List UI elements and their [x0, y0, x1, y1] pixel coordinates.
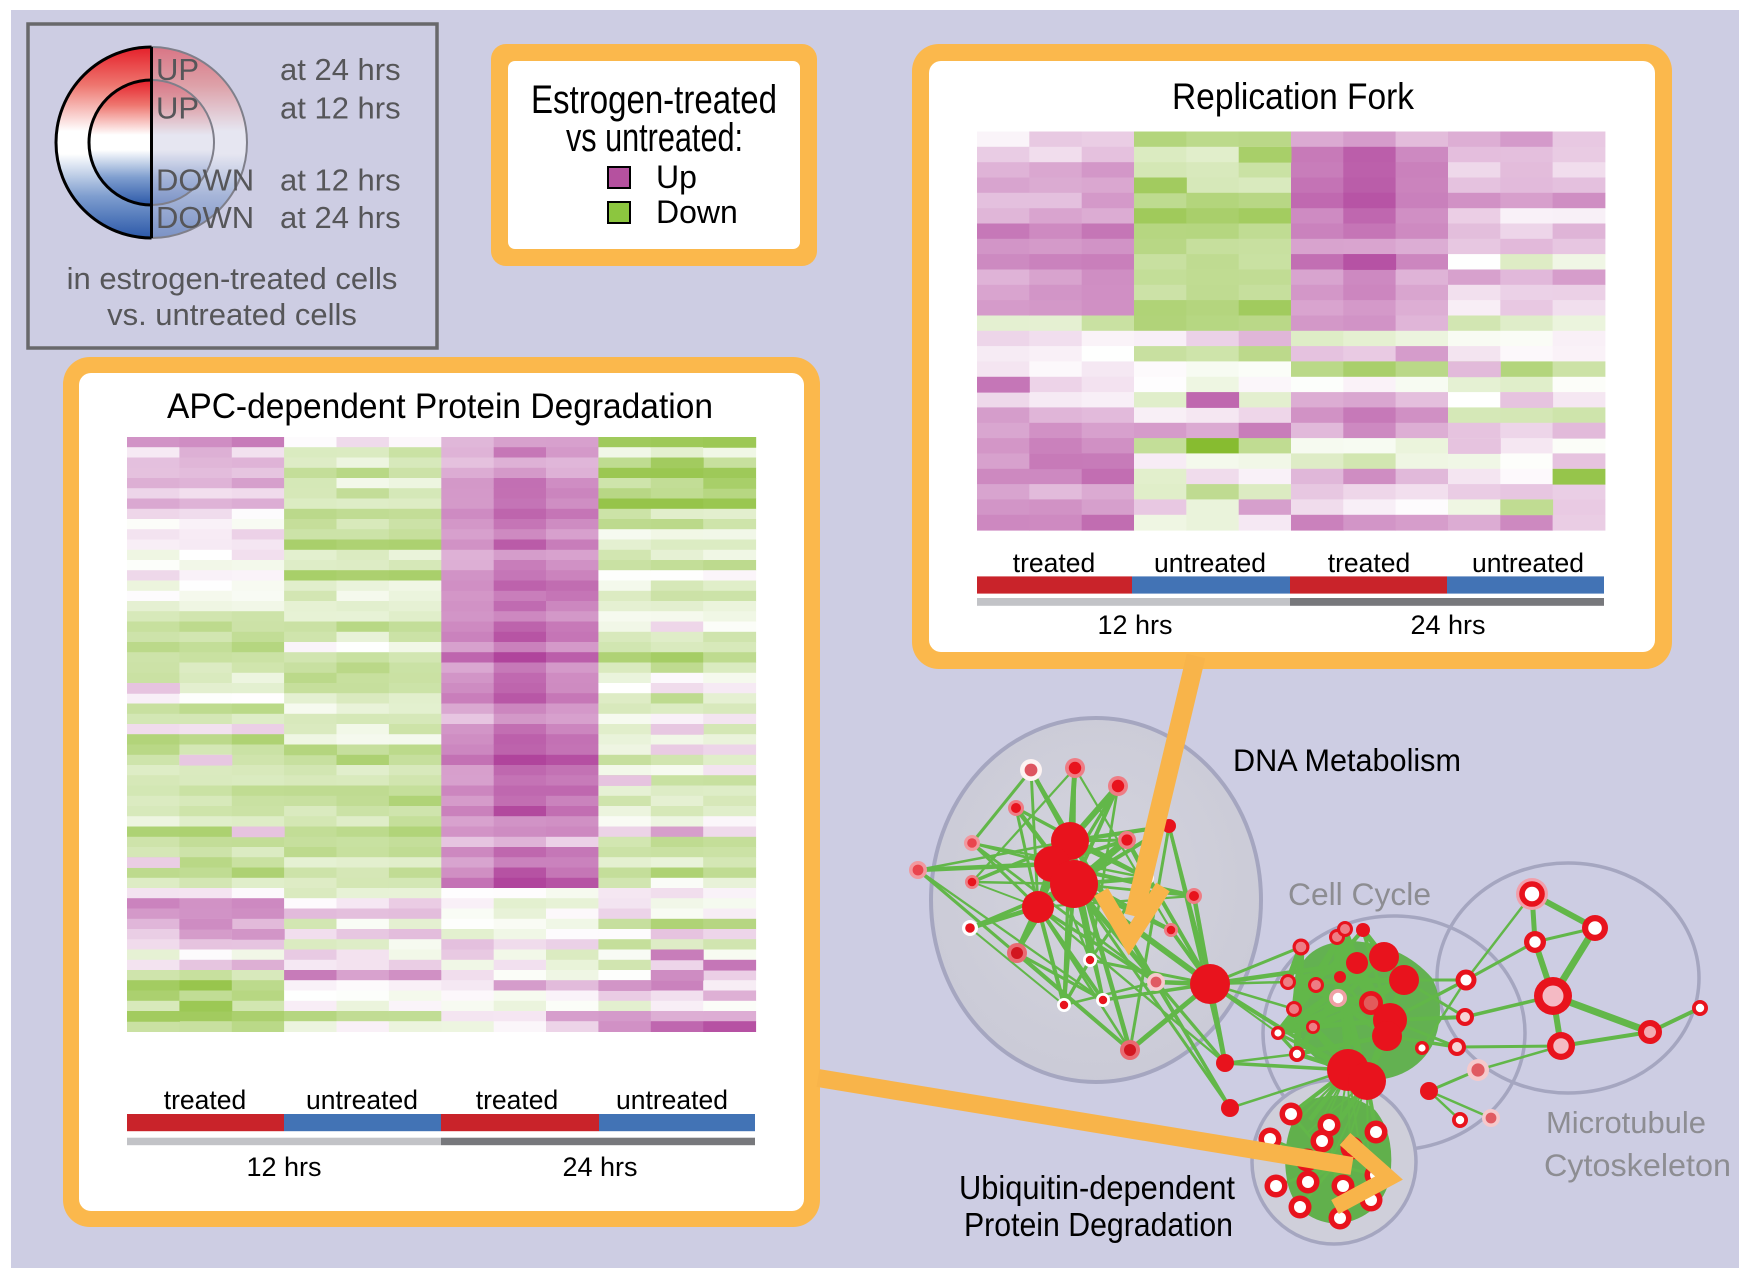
svg-text:24 hrs: 24 hrs — [1410, 610, 1485, 640]
svg-text:at 24 hrs: at 24 hrs — [280, 52, 401, 87]
svg-text:DNA Metabolism: DNA Metabolism — [1233, 742, 1461, 778]
svg-text:APC-dependent Protein Degradat: APC-dependent Protein Degradation — [167, 387, 713, 426]
svg-text:24 hrs: 24 hrs — [562, 1152, 637, 1182]
svg-text:untreated: untreated — [306, 1085, 418, 1115]
svg-text:untreated: untreated — [616, 1085, 728, 1115]
svg-text:Estrogen-treated: Estrogen-treated — [531, 78, 777, 122]
svg-text:treated: treated — [1328, 548, 1411, 578]
svg-text:12 hrs: 12 hrs — [246, 1152, 321, 1182]
svg-text:Microtubule: Microtubule — [1546, 1105, 1706, 1140]
svg-text:at 12 hrs: at 12 hrs — [280, 91, 401, 126]
svg-text:Protein Degradation: Protein Degradation — [964, 1207, 1233, 1244]
svg-text:treated: treated — [476, 1085, 559, 1115]
svg-text:at 24 hrs: at 24 hrs — [280, 200, 401, 235]
svg-text:in estrogen-treated cells: in estrogen-treated cells — [67, 261, 398, 296]
svg-text:Replication Fork: Replication Fork — [1172, 76, 1414, 117]
svg-text:untreated: untreated — [1472, 548, 1584, 578]
svg-text:12 hrs: 12 hrs — [1097, 610, 1172, 640]
svg-text:UP: UP — [156, 91, 199, 126]
svg-text:Up: Up — [656, 159, 697, 195]
svg-text:treated: treated — [1013, 548, 1096, 578]
svg-text:UP: UP — [156, 52, 199, 87]
svg-text:Down: Down — [656, 194, 738, 230]
svg-text:Ubiquitin-dependent: Ubiquitin-dependent — [959, 1170, 1236, 1207]
svg-text:Cell Cycle: Cell Cycle — [1288, 876, 1431, 912]
svg-text:vs untreated:: vs untreated: — [566, 116, 743, 160]
svg-text:DOWN: DOWN — [156, 163, 254, 198]
svg-text:vs. untreated cells: vs. untreated cells — [107, 297, 357, 332]
svg-text:at 12 hrs: at 12 hrs — [280, 163, 401, 198]
svg-text:DOWN: DOWN — [156, 200, 254, 235]
svg-text:treated: treated — [164, 1085, 247, 1115]
svg-text:Cytoskeleton: Cytoskeleton — [1544, 1147, 1731, 1183]
svg-text:untreated: untreated — [1154, 548, 1266, 578]
